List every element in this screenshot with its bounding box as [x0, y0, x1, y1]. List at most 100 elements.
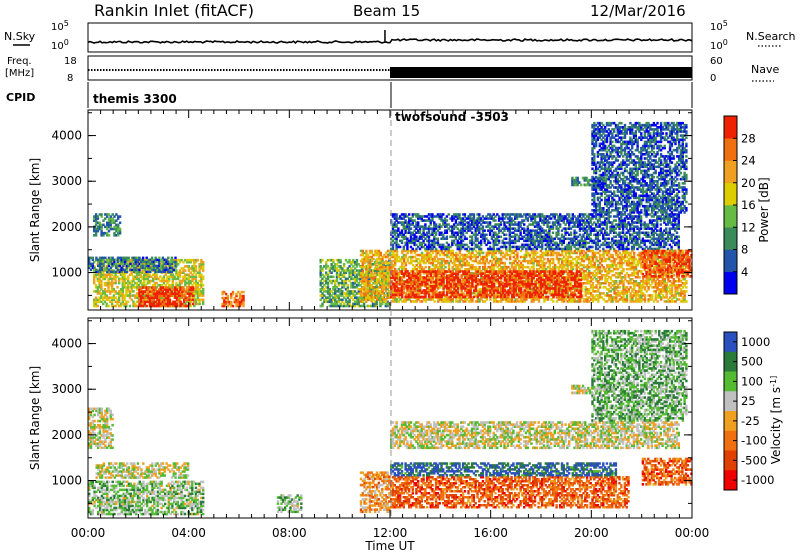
echo-cell: [128, 304, 132, 308]
echo-cell: [93, 229, 96, 233]
echo-cell: [127, 290, 130, 293]
echo-cell: [187, 275, 191, 279]
echo-cell: [328, 279, 331, 283]
echo-cell: [186, 298, 189, 302]
echo-cell: [379, 296, 382, 299]
echo-cell: [375, 269, 378, 272]
echo-cell: [184, 304, 188, 308]
echo-cell: [130, 288, 133, 291]
echo-cell: [94, 286, 98, 289]
echo-cell: [181, 290, 184, 293]
echo-cell: [343, 286, 346, 289]
echo-cell: [132, 304, 135, 308]
echo-cell: [242, 290, 245, 294]
echo-cell: [191, 286, 195, 289]
echo-cell: [355, 273, 359, 277]
echo-cell: [175, 283, 178, 287]
echo-cell: [343, 273, 346, 277]
echo-cell: [193, 267, 196, 270]
echo-cell: [368, 277, 371, 281]
echo-cell: [622, 267, 625, 271]
echo-cell: [341, 269, 344, 272]
echo-cell: [103, 288, 107, 291]
echo-cell: [230, 302, 233, 306]
echo-cell: [346, 292, 349, 295]
echo-cell: [228, 300, 231, 304]
echo-cell: [651, 294, 654, 297]
echo-cell: [200, 267, 203, 270]
echo-cell: [177, 273, 180, 277]
echo-cell: [127, 294, 130, 297]
echo-cell: [156, 296, 159, 300]
echo-cell: [188, 302, 191, 306]
echo-cell: [98, 270, 102, 274]
echo-cell: [119, 290, 123, 293]
echo-cell: [325, 265, 328, 268]
echo-cell: [348, 302, 351, 306]
echo-cell: [332, 265, 335, 268]
echo-cell: [341, 290, 344, 293]
echo-cell: [154, 294, 157, 298]
echo-cell: [109, 300, 112, 304]
echo-cell: [96, 215, 100, 218]
echo-cell: [172, 292, 175, 295]
echo-cell: [136, 268, 139, 272]
echo-cell: [143, 294, 146, 297]
echo-cell: [321, 273, 324, 277]
echo-cell: [235, 304, 238, 308]
echo-cell: [346, 260, 349, 264]
echo-cell: [96, 300, 99, 304]
echo-cell: [346, 269, 349, 272]
echo-cell: [128, 260, 132, 264]
echo-cell: [160, 279, 164, 283]
echo-cell: [193, 290, 196, 293]
echo-cell: [357, 271, 360, 274]
echo-cell: [335, 290, 339, 293]
echo-cell: [161, 286, 164, 289]
echo-cell: [328, 298, 331, 302]
echo-cell: [107, 273, 110, 277]
echo-cell: [189, 275, 192, 279]
echo-cell: [132, 256, 136, 260]
echo-cell: [152, 283, 155, 287]
echo-cell: [110, 279, 114, 283]
echo-cell: [109, 281, 112, 285]
echo-cell: [145, 288, 148, 291]
echo-cell: [161, 290, 164, 293]
echo-cell: [104, 217, 107, 220]
echo-cell: [116, 264, 120, 268]
echo-cell: [359, 296, 362, 299]
echo-cell: [102, 273, 105, 277]
echo-cell: [330, 298, 333, 302]
echo-cell: [341, 267, 344, 270]
echo-cell: [326, 292, 330, 295]
echo-cell: [355, 292, 359, 295]
echo-cell: [100, 292, 103, 295]
echo-cell: [136, 264, 139, 268]
echo-cell: [117, 217, 120, 220]
echo-cell: [153, 277, 157, 281]
echo-cell: [109, 296, 112, 299]
echo-cell: [343, 281, 346, 285]
echo-cell: [158, 302, 161, 306]
echo-cell: [198, 294, 201, 297]
echo-cell: [193, 277, 196, 281]
echo-cell: [330, 271, 333, 274]
echo-cell: [374, 271, 377, 275]
echo-cell: [175, 258, 178, 262]
echo-cell: [321, 304, 324, 308]
echo-cell: [344, 269, 348, 272]
echo-cell: [191, 283, 194, 287]
echo-cell: [115, 234, 118, 237]
echo-cell: [94, 229, 98, 233]
echo-cell: [100, 225, 103, 229]
echo-cell: [194, 269, 198, 272]
echo-cell: [319, 275, 322, 279]
echo-cell: [143, 266, 147, 270]
echo-cell: [177, 290, 180, 293]
echo-cell: [375, 271, 378, 274]
echo-cell: [328, 294, 331, 297]
echo-cell: [93, 260, 96, 264]
echo-cell: [112, 296, 116, 299]
